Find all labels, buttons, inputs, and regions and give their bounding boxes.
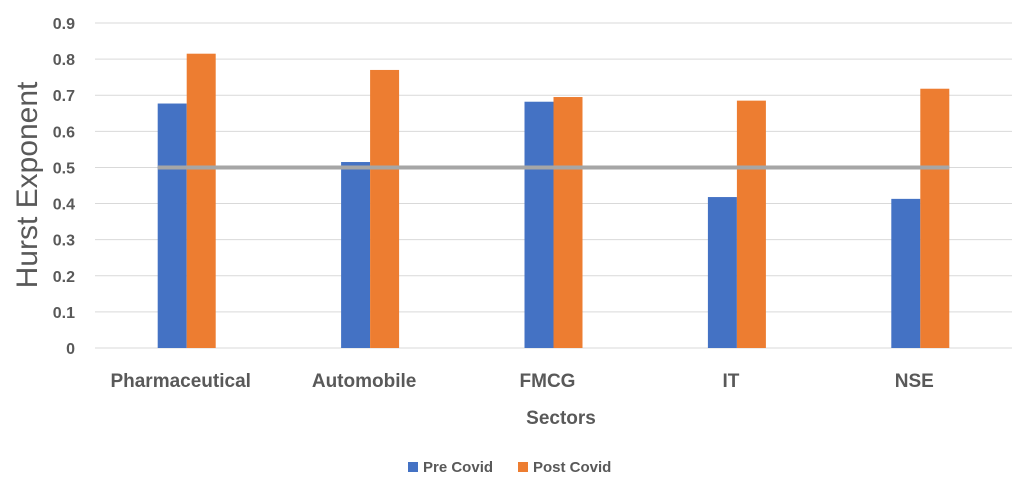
legend-swatch [518,462,528,472]
bars [157,53,950,349]
bar-pre-covid-automobile [341,162,371,348]
y-tick-label: 0.9 [53,16,75,33]
y-tick-label: 0.2 [53,269,75,286]
x-category-label: NSE [895,371,934,392]
bar-pre-covid-nse [891,198,921,348]
y-tick-label: 0.8 [53,52,75,69]
x-category-labels: Pharmaceutical Automobile FMCG IT NSE [110,371,933,392]
bar-post-covid-automobile [370,69,400,348]
bar-pre-covid-pharmaceutical [157,103,187,349]
y-axis-title: Hurst Exponent [11,81,44,288]
y-tick-label: 0 [66,341,75,358]
x-category-label: Pharmaceutical [110,371,250,392]
y-tick-label: 0.6 [53,124,75,141]
y-tick-labels: 0 0.1 0.2 0.3 0.4 0.5 0.6 0.7 0.8 0.9 [53,16,75,358]
y-tick-label: 0.5 [53,160,75,177]
x-category-label: IT [722,371,739,392]
legend-label: Post Covid [533,459,611,476]
legend-swatch [408,462,418,472]
x-axis-title: Sectors [526,408,596,429]
bar-post-covid-it [736,100,766,348]
y-tick-label: 0.1 [53,305,75,322]
bar-post-covid-nse [920,88,950,348]
y-tick-label: 0.7 [53,88,75,105]
legend: Pre Covid Post Covid [408,459,611,476]
x-category-label: FMCG [520,371,576,392]
bar-pre-covid-it [707,197,737,348]
legend-label: Pre Covid [423,459,493,476]
y-tick-label: 0.4 [53,197,75,214]
y-tick-label: 0.3 [53,233,75,250]
x-category-label: Automobile [312,371,417,392]
bar-post-covid-pharmaceutical [186,53,216,348]
bar-pre-covid-fmcg [524,101,554,348]
bar-post-covid-fmcg [553,97,583,349]
